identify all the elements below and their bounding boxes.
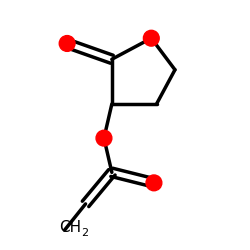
Circle shape	[146, 175, 162, 191]
Circle shape	[144, 30, 159, 46]
Circle shape	[96, 130, 112, 146]
Circle shape	[59, 36, 75, 51]
Text: CH: CH	[59, 220, 81, 235]
Text: 2: 2	[81, 228, 88, 238]
